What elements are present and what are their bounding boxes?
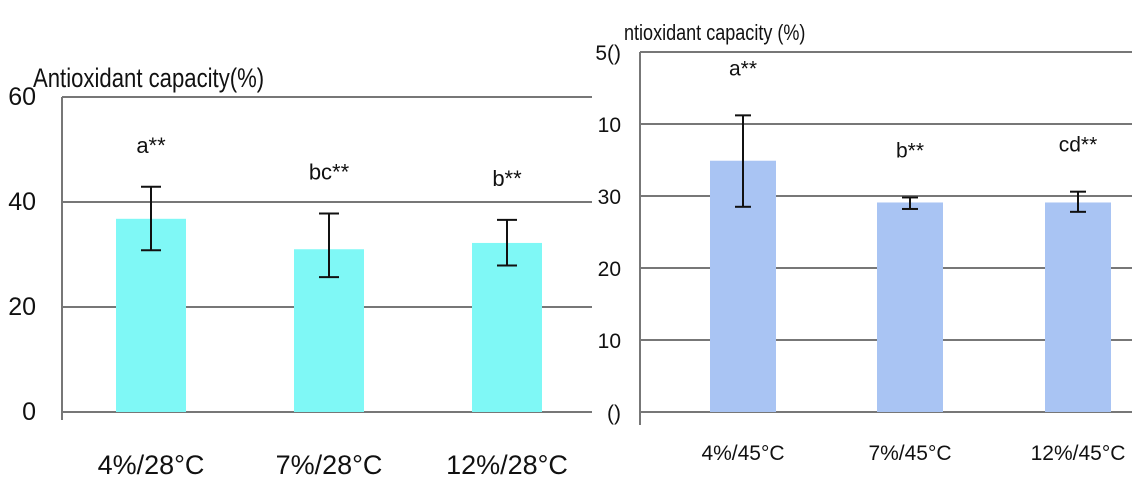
significance-label-right: b** <box>896 139 924 162</box>
error-bar-right <box>735 114 751 208</box>
significance-label-left: bc** <box>309 160 350 185</box>
error-bar-left <box>497 218 517 267</box>
category-label-right: 12%/45°C <box>1031 442 1126 465</box>
error-bar-right <box>1070 190 1086 213</box>
y-tick-label-right: 10 <box>598 330 621 353</box>
significance-label-right: a** <box>729 57 757 80</box>
y-tick-label-right: () <box>607 402 621 425</box>
y-tick-label-right: 5() <box>595 42 621 65</box>
significance-label-left: b** <box>492 166 522 191</box>
y-tick-label-right: 10 <box>598 114 621 137</box>
significance-label-left: a** <box>136 133 166 158</box>
y-tick-label-left: 0 <box>22 398 36 426</box>
y-tick-label-left: 60 <box>8 83 36 111</box>
chart-left: Antioxidant capacity(%) 0 20 40 60 a** 4%/28°… <box>8 64 592 480</box>
category-label-right: 4%/45°C <box>701 442 784 465</box>
y-axis-label-right: ntioxidant capacity (%) <box>624 21 805 45</box>
y-tick-label-left: 40 <box>8 188 36 216</box>
category-label-right: 7%/45°C <box>868 442 951 465</box>
significance-label-right: cd** <box>1059 134 1098 157</box>
bar-right <box>1045 202 1111 412</box>
y-tick-label-right: 30 <box>598 186 621 209</box>
error-bar-right <box>902 196 918 210</box>
y-axis-label-left: Antioxidant capacity(%) <box>33 64 264 94</box>
category-label-left: 4%/28°C <box>98 450 205 480</box>
category-label-left: 7%/28°C <box>276 450 383 480</box>
bar-left <box>472 242 542 412</box>
category-label-left: 12%/28°C <box>446 450 568 480</box>
error-bar-left <box>319 212 339 279</box>
y-tick-label-right: 20 <box>598 258 621 281</box>
chart-right: ntioxidant capacity (%) () 10 20 30 10 5() a**… <box>595 21 1132 465</box>
bar-right <box>877 202 943 412</box>
error-bar-left <box>141 185 161 252</box>
y-tick-label-left: 20 <box>8 293 36 321</box>
